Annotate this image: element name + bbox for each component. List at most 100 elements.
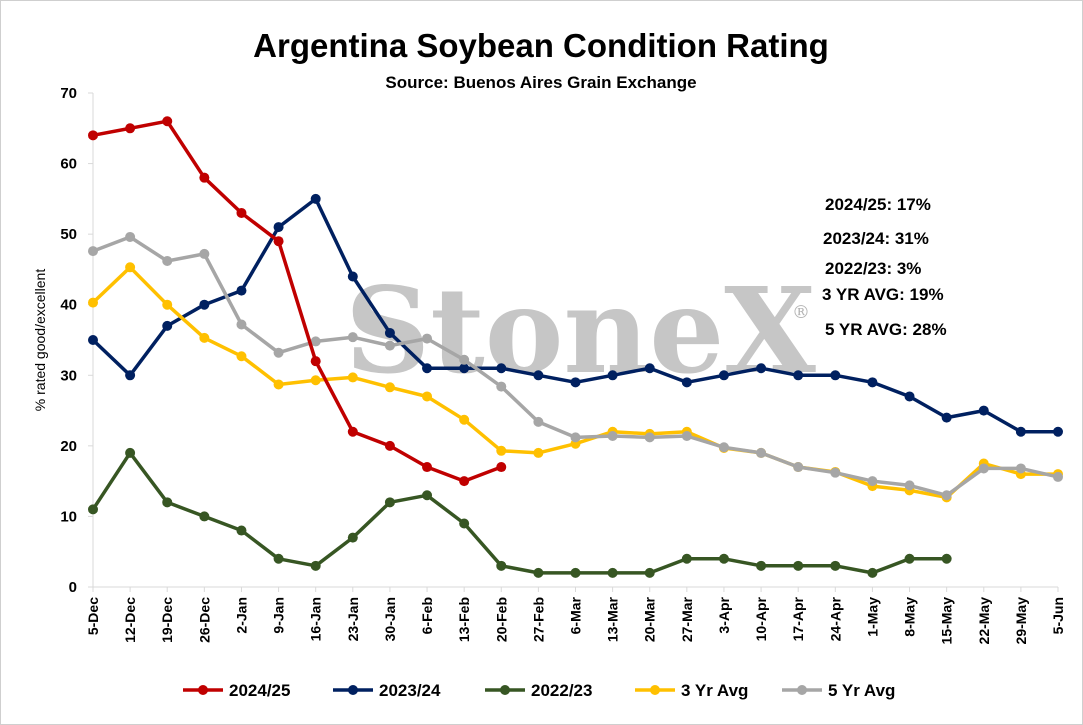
x-tick-label: 6-Mar [568,596,584,634]
x-tick-label: 12-Dec [122,597,138,643]
data-point-5-yr-avg [830,467,841,478]
data-point-5-yr-avg [867,476,878,487]
data-point-2024-25 [459,476,470,487]
data-point-5-yr-avg [644,432,655,443]
data-point-2023-24 [88,335,98,345]
data-point-5-yr-avg [756,447,767,458]
data-point-3-yr-avg [422,391,433,402]
data-point-5-yr-avg [422,333,433,344]
series-2023-24 [88,193,1063,437]
data-point-5-yr-avg [162,255,173,266]
y-tick-label: 20 [60,438,77,455]
data-point-2022-23 [422,490,433,501]
data-point-2023-24 [496,363,507,374]
data-point-2022-23 [644,567,655,578]
annotation-box: 2024/25: 17% 2023/24: 31% 2022/23: 3% 3 … [822,195,947,339]
data-point-2024-25 [422,462,433,473]
x-tick-label: 19-Dec [159,597,175,643]
data-point-2023-24 [125,370,136,381]
data-point-2023-24 [607,370,618,381]
x-tick-label: 1-May [864,597,880,637]
data-point-2022-23 [607,567,618,578]
data-point-2024-25 [162,116,173,127]
x-tick-label: 29-May [1013,597,1029,645]
legend: 2024/25 2023/24 2022/23 3 Yr Avg 5 Yr Avg [183,681,895,700]
legend-marker-5-yr-avg [797,685,807,695]
data-point-3-yr-avg [533,447,544,458]
data-point-2024-25 [273,236,284,247]
data-point-3-yr-avg [347,372,358,383]
data-point-2023-24 [533,370,544,381]
legend-marker-2023-24 [348,685,358,695]
data-point-3-yr-avg [88,297,98,308]
data-point-5-yr-avg [384,340,395,351]
chart-title: Argentina Soybean Condition Rating [253,27,829,64]
x-tick-label: 5-Dec [85,597,101,635]
data-point-5-yr-avg [793,462,804,473]
y-tick-label: 60 [60,156,77,173]
data-point-2023-24 [384,327,395,338]
legend-marker-2022-23 [500,685,510,695]
data-point-2023-24 [793,370,804,381]
data-point-3-yr-avg [236,351,247,362]
legend-item-2024-25: 2024/25 [183,681,290,700]
data-point-2022-23 [718,553,729,564]
series-5-yr-avg [88,231,1063,501]
legend-label-3-yr-avg: 3 Yr Avg [681,681,748,700]
x-tick-label: 22-May [976,597,992,645]
y-tick-label: 10 [60,508,77,525]
data-point-5-yr-avg [125,231,136,242]
y-tick-label: 70 [60,85,77,102]
x-tick-label: 24-Apr [827,596,843,641]
x-tick-label: 13-Mar [605,596,621,642]
series-line-2022-23 [91,451,947,575]
x-tick-label: 23-Jan [345,597,361,641]
data-point-2023-24 [273,222,284,233]
data-point-5-yr-avg [1053,471,1063,482]
x-tick-label: 15-May [939,597,955,645]
legend-label-5-yr-avg: 5 Yr Avg [828,681,895,700]
data-point-2023-24 [422,363,433,374]
data-point-2022-23 [273,553,284,564]
chart-subtitle: Source: Buenos Aires Grain Exchange [385,73,696,92]
data-point-2023-24 [681,377,692,388]
data-point-5-yr-avg [496,381,507,392]
data-point-2022-23 [681,553,692,564]
data-point-3-yr-avg [310,375,321,386]
data-point-2023-24 [718,370,729,381]
data-point-2024-25 [125,123,136,134]
y-tick-label: 0 [69,579,77,596]
data-point-2023-24 [756,363,767,374]
data-point-2022-23 [533,567,544,578]
data-point-2023-24 [1015,426,1026,437]
data-point-5-yr-avg [459,354,470,365]
data-point-3-yr-avg [384,382,395,393]
x-tick-label: 16-Jan [308,597,324,641]
data-point-3-yr-avg [125,262,136,273]
data-point-2023-24 [978,405,989,416]
x-tick-label: 13-Feb [456,597,472,642]
x-tick-label: 8-May [902,597,918,637]
watermark-registered-mark: ® [792,302,810,323]
data-point-2022-23 [384,497,395,508]
data-point-2022-23 [88,504,98,515]
annotation-2022-23: 2022/23: 3% [825,259,921,278]
legend-marker-2024-25 [198,685,208,695]
y-tick-label: 30 [60,367,77,384]
data-point-2022-23 [793,560,804,571]
data-point-2024-25 [310,356,321,367]
data-point-2022-23 [236,525,247,536]
data-point-3-yr-avg [199,332,210,343]
data-point-3-yr-avg [459,414,470,425]
data-point-5-yr-avg [347,332,358,343]
data-point-5-yr-avg [607,430,618,441]
x-tick-label: 26-Dec [196,597,212,643]
data-point-5-yr-avg [718,442,729,453]
data-point-2022-23 [347,532,358,543]
data-point-2023-24 [347,271,358,282]
x-tick-label: 10-Apr [753,596,769,641]
x-tick-label: 27-Mar [679,596,695,642]
data-point-3-yr-avg [496,445,507,456]
